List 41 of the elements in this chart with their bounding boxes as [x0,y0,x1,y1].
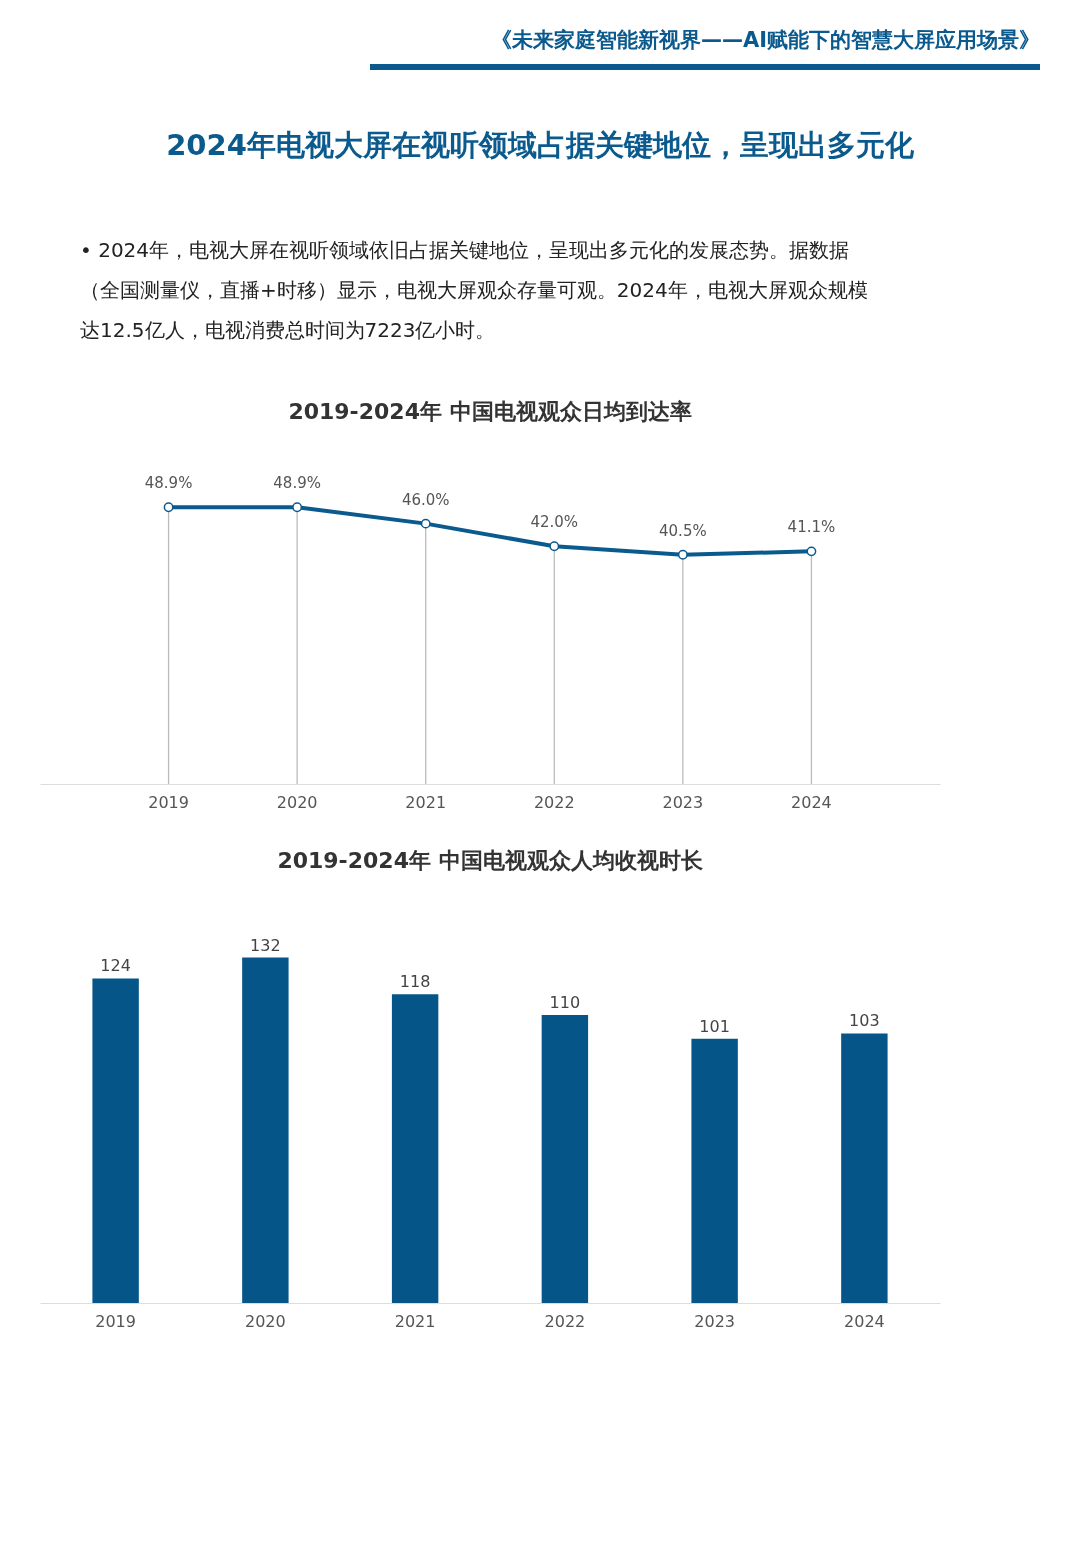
data-label: 110 [549,993,581,1013]
x-tick-label: 2024 [791,792,832,812]
x-tick-label: 2022 [533,792,575,812]
data-label: 42.0% [530,513,579,532]
data-label: 46.0% [401,490,450,509]
data-label: 48.9% [144,474,193,493]
text: 2024年电视大屏在视听领域占据关键地位，呈现出多元化 [166,128,915,162]
x-tick-label: 2023 [662,792,704,812]
chart-title: 2019-2024年 中国电视观众人均收视时长 [277,848,704,873]
x-tick-label: 2021 [405,792,447,812]
x-tick-label: 2023 [694,1311,735,1331]
data-label: 101 [699,1016,730,1036]
x-tick-label: 2022 [544,1311,586,1331]
data-label: 48.9% [273,474,321,493]
bar [391,994,439,1303]
point [292,502,303,513]
x-tick-label: 2019 [95,1311,136,1331]
bar [92,978,139,1303]
x-tick-label: 2019 [148,792,189,812]
point [163,502,174,513]
bar [242,957,289,1303]
text: • 2024年，电视大屏在视听领域依旧占据关键地位，呈现出多元化的发展态势。据数据（全国测量仪，直播+时移）显示，电视大屏观众存量可观。2024年，电视大屏观众规模达12.5亿人，电视消费总时间为7223亿小时。 [80,238,868,342]
text: 《未来家庭智能新视界——AI赋能下的智慧大屏应用场景》 [490,28,1040,52]
data-label: 41.1% [787,518,836,537]
data-label: 132 [250,935,281,955]
x-tick-label: 2020 [245,1311,286,1331]
bar [541,1015,589,1303]
chart-title: 2019-2024年 中国电视观众日均到达率 [288,399,692,424]
point [677,549,688,560]
bar [841,1033,888,1303]
point [806,546,817,557]
point [549,541,560,552]
x-tick-label: 2020 [276,792,318,812]
data-label: 118 [399,972,431,992]
bar [691,1038,738,1303]
x-tick-label: 2021 [394,1311,436,1331]
point [420,518,431,529]
data-label: 40.5% [659,521,707,540]
data-label: 124 [100,956,131,976]
x-tick-label: 2024 [844,1311,885,1331]
data-label: 103 [849,1011,880,1031]
